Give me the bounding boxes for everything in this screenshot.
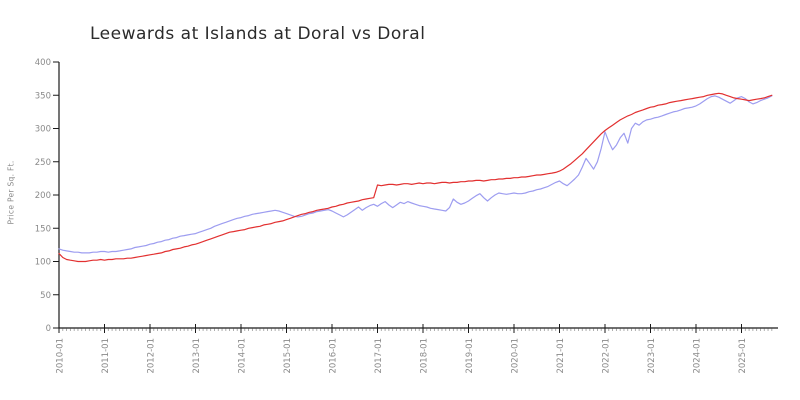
series-line-leewards	[58, 95, 773, 254]
y-tick-label: 200	[35, 191, 51, 201]
x-tick-label: 2016-01	[329, 338, 339, 374]
y-tick-label: 100	[35, 258, 51, 268]
y-tick-label: 50	[40, 291, 51, 301]
x-tick-label: 2024-01	[693, 338, 703, 374]
x-tick-label: 2011-01	[101, 338, 111, 374]
x-tick-label: 2018-01	[420, 338, 430, 374]
x-tick-label: 2020-01	[511, 338, 521, 374]
y-tick-label: 300	[35, 125, 51, 135]
x-tick-label: 2021-01	[556, 338, 566, 374]
y-tick-label: 350	[35, 91, 51, 101]
x-tick-label: 2022-01	[602, 338, 612, 374]
series-line-doral	[58, 92, 773, 263]
x-tick-label: 2015-01	[283, 338, 293, 374]
x-tick-label: 2023-01	[647, 338, 657, 374]
chart-title: Leewards at Islands at Doral vs Doral	[90, 24, 426, 44]
x-tick-label: 2013-01	[192, 338, 202, 374]
y-tick-label: 0	[46, 324, 51, 334]
y-tick-label: 150	[35, 224, 51, 234]
x-tick-label: 2017-01	[374, 338, 384, 374]
x-tick-label: 2025-01	[738, 338, 748, 374]
x-tick-label: 2010-01	[56, 338, 66, 374]
y-tick-label: 400	[35, 58, 51, 68]
y-tick-label: 250	[35, 158, 51, 168]
x-tick-label: 2014-01	[238, 338, 248, 374]
x-tick-label: 2019-01	[465, 338, 475, 374]
x-tick-label: 2012-01	[147, 338, 157, 374]
